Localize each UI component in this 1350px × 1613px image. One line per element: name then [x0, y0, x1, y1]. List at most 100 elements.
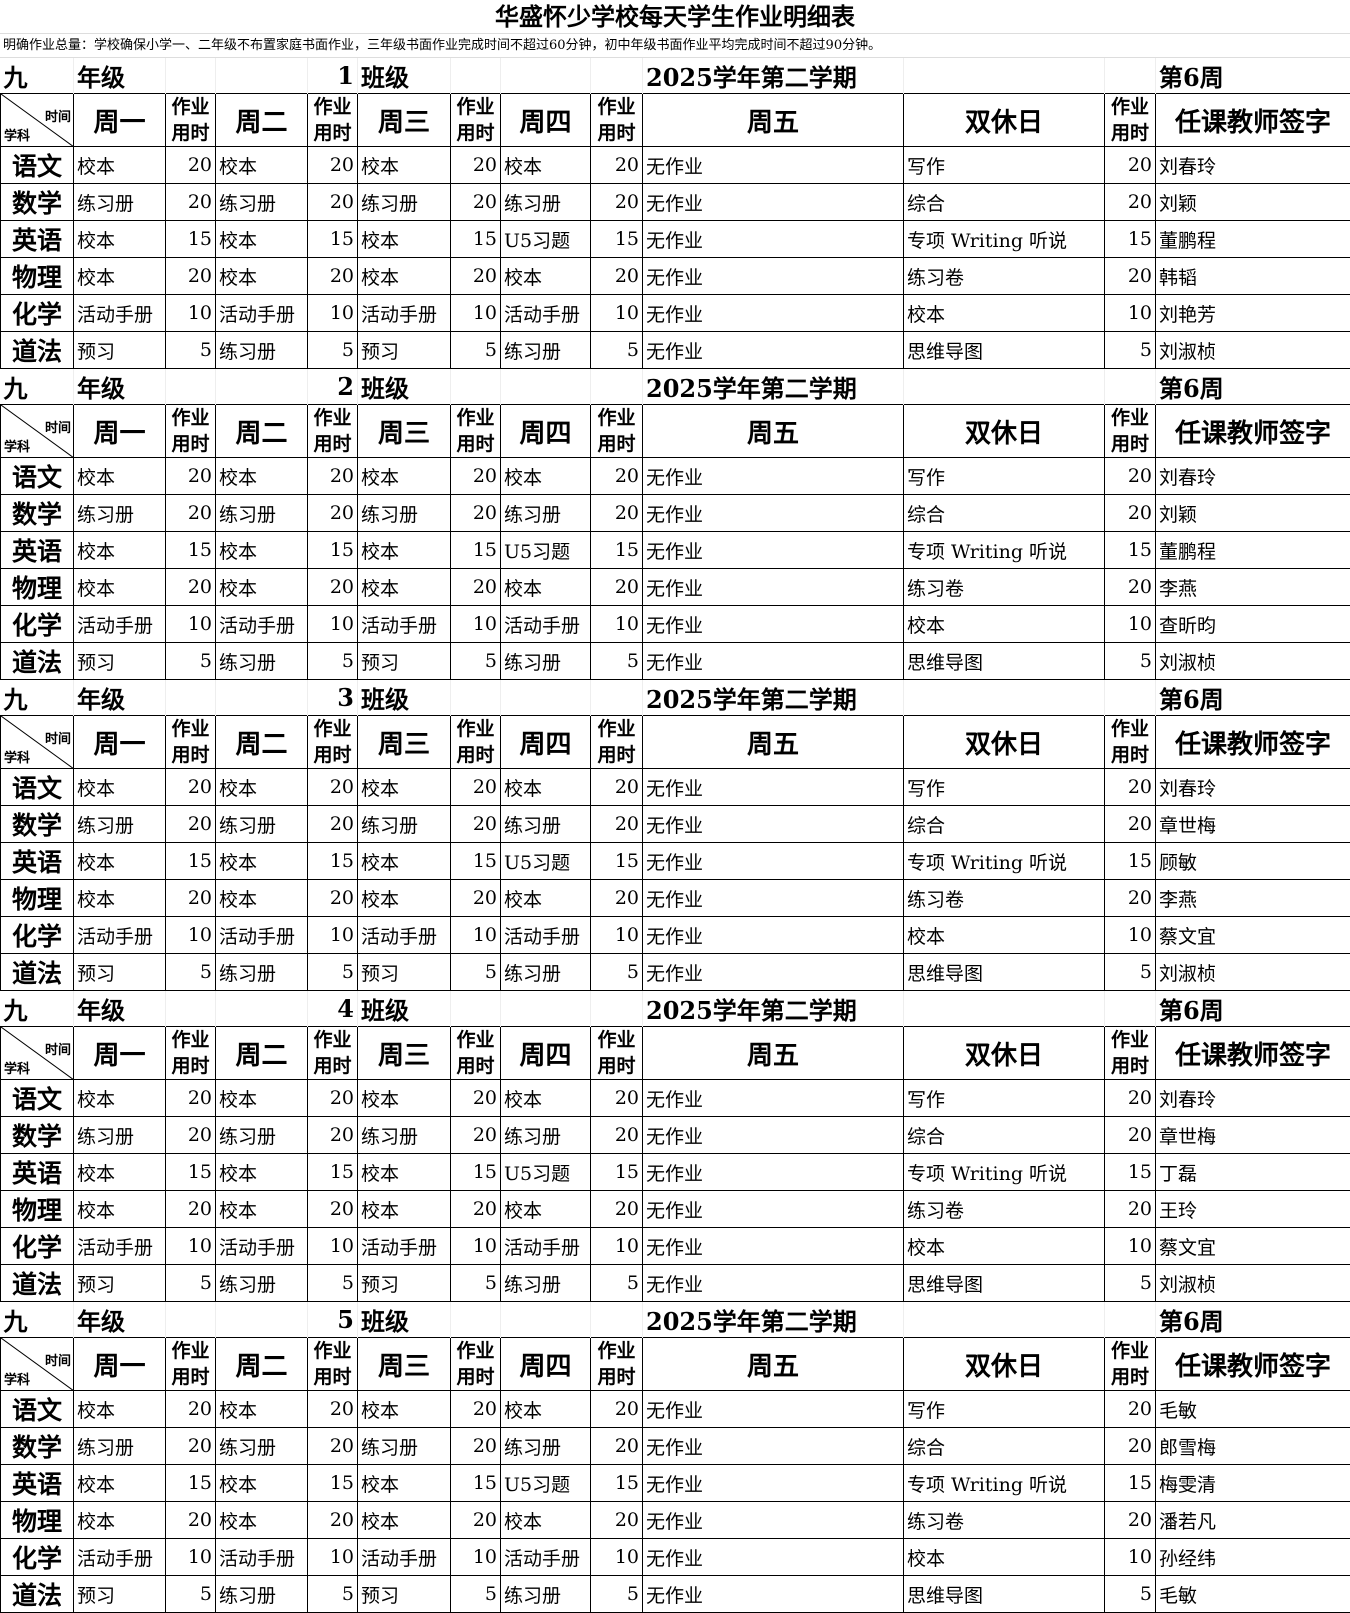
cell-weekend-time[interactable]: 20	[1105, 1080, 1156, 1117]
cell-teacher[interactable]: 董鹏程	[1156, 532, 1350, 569]
cell-tue[interactable]: 校本	[216, 1191, 308, 1228]
cell-fri[interactable]: 无作业	[643, 1080, 904, 1117]
cell-mon-time[interactable]: 10	[166, 1539, 216, 1576]
cell-subject[interactable]: 道法	[1, 643, 74, 680]
cell-subject[interactable]: 数学	[1, 1428, 74, 1465]
cell-weekend[interactable]: 专项 Writing 听说	[904, 843, 1105, 880]
cell-thu[interactable]: 活动手册	[501, 1539, 591, 1576]
cell-wed[interactable]: 校本	[358, 458, 451, 495]
cell-subject[interactable]: 道法	[1, 954, 74, 991]
cell-teacher[interactable]: 刘淑桢	[1156, 643, 1350, 680]
cell-subject[interactable]: 道法	[1, 1265, 74, 1302]
cell-weekend-time[interactable]: 10	[1105, 1228, 1156, 1265]
cell-weekend[interactable]: 校本	[904, 606, 1105, 643]
cell-weekend-time[interactable]: 15	[1105, 221, 1156, 258]
cell-mon-time[interactable]: 5	[166, 1576, 216, 1613]
cell-tue[interactable]: 活动手册	[216, 1228, 308, 1265]
cell-fri[interactable]: 无作业	[643, 954, 904, 991]
cell-tue-time[interactable]: 5	[308, 954, 358, 991]
cell-tue-time[interactable]: 15	[308, 1154, 358, 1191]
cell-weekend[interactable]: 练习卷	[904, 258, 1105, 295]
cell-thu-time[interactable]: 5	[591, 954, 643, 991]
cell-thu[interactable]: 校本	[501, 880, 591, 917]
cell-tue-time[interactable]: 20	[308, 147, 358, 184]
cell-fri[interactable]: 无作业	[643, 295, 904, 332]
cell-tue-time[interactable]: 20	[308, 880, 358, 917]
cell-tue-time[interactable]: 15	[308, 843, 358, 880]
cell-fri[interactable]: 无作业	[643, 917, 904, 954]
cell-tue[interactable]: 校本	[216, 1154, 308, 1191]
cell-tue-time[interactable]: 5	[308, 332, 358, 369]
cell-tue-time[interactable]: 20	[308, 458, 358, 495]
cell-wed-time[interactable]: 10	[451, 1539, 501, 1576]
cell-weekend[interactable]: 思维导图	[904, 954, 1105, 991]
cell-mon[interactable]: 预习	[74, 1265, 166, 1302]
cell-tue[interactable]: 活动手册	[216, 606, 308, 643]
cell-tue-time[interactable]: 20	[308, 1502, 358, 1539]
cell-thu[interactable]: 校本	[501, 1502, 591, 1539]
cell-mon[interactable]: 活动手册	[74, 917, 166, 954]
cell-weekend[interactable]: 专项 Writing 听说	[904, 221, 1105, 258]
cell-mon[interactable]: 活动手册	[74, 606, 166, 643]
cell-tue[interactable]: 练习册	[216, 332, 308, 369]
cell-weekend[interactable]: 综合	[904, 1117, 1105, 1154]
cell-tue[interactable]: 活动手册	[216, 1539, 308, 1576]
cell-mon-time[interactable]: 20	[166, 1117, 216, 1154]
cell-mon[interactable]: 校本	[74, 1391, 166, 1428]
cell-teacher[interactable]: 刘春玲	[1156, 458, 1350, 495]
cell-fri[interactable]: 无作业	[643, 221, 904, 258]
cell-mon-time[interactable]: 10	[166, 917, 216, 954]
cell-fri[interactable]: 无作业	[643, 1154, 904, 1191]
cell-wed[interactable]: 练习册	[358, 1117, 451, 1154]
cell-weekend-time[interactable]: 20	[1105, 258, 1156, 295]
cell-tue-time[interactable]: 20	[308, 495, 358, 532]
cell-fri[interactable]: 无作业	[643, 1391, 904, 1428]
cell-fri[interactable]: 无作业	[643, 643, 904, 680]
cell-wed[interactable]: 预习	[358, 643, 451, 680]
cell-thu-time[interactable]: 20	[591, 147, 643, 184]
cell-wed-time[interactable]: 20	[451, 880, 501, 917]
cell-teacher[interactable]: 梅雯清	[1156, 1465, 1350, 1502]
cell-tue[interactable]: 校本	[216, 532, 308, 569]
cell-weekend-time[interactable]: 5	[1105, 332, 1156, 369]
cell-wed[interactable]: 活动手册	[358, 295, 451, 332]
cell-fri[interactable]: 无作业	[643, 1228, 904, 1265]
cell-wed-time[interactable]: 15	[451, 532, 501, 569]
cell-tue-time[interactable]: 10	[308, 917, 358, 954]
cell-thu-time[interactable]: 10	[591, 917, 643, 954]
cell-subject[interactable]: 语文	[1, 147, 74, 184]
cell-fri[interactable]: 无作业	[643, 1539, 904, 1576]
cell-thu[interactable]: 校本	[501, 147, 591, 184]
cell-weekend-time[interactable]: 20	[1105, 880, 1156, 917]
cell-weekend[interactable]: 写作	[904, 1080, 1105, 1117]
cell-tue-time[interactable]: 20	[308, 1191, 358, 1228]
cell-weekend[interactable]: 思维导图	[904, 643, 1105, 680]
cell-mon[interactable]: 校本	[74, 769, 166, 806]
cell-thu-time[interactable]: 20	[591, 1391, 643, 1428]
cell-wed[interactable]: 预习	[358, 1265, 451, 1302]
cell-mon[interactable]: 校本	[74, 569, 166, 606]
cell-fri[interactable]: 无作业	[643, 569, 904, 606]
cell-weekend-time[interactable]: 20	[1105, 1117, 1156, 1154]
cell-wed-time[interactable]: 5	[451, 1265, 501, 1302]
cell-thu-time[interactable]: 20	[591, 184, 643, 221]
cell-thu[interactable]: 练习册	[501, 1428, 591, 1465]
cell-tue-time[interactable]: 5	[308, 1265, 358, 1302]
cell-wed-time[interactable]: 15	[451, 843, 501, 880]
cell-mon[interactable]: 校本	[74, 1191, 166, 1228]
cell-thu-time[interactable]: 20	[591, 569, 643, 606]
cell-thu-time[interactable]: 15	[591, 221, 643, 258]
cell-tue-time[interactable]: 10	[308, 1228, 358, 1265]
cell-mon[interactable]: 校本	[74, 458, 166, 495]
cell-mon-time[interactable]: 20	[166, 147, 216, 184]
cell-tue-time[interactable]: 10	[308, 295, 358, 332]
cell-thu[interactable]: 校本	[501, 258, 591, 295]
cell-subject[interactable]: 语文	[1, 1391, 74, 1428]
cell-tue-time[interactable]: 10	[308, 1539, 358, 1576]
cell-teacher[interactable]: 丁磊	[1156, 1154, 1350, 1191]
cell-mon[interactable]: 预习	[74, 954, 166, 991]
cell-weekend[interactable]: 综合	[904, 806, 1105, 843]
cell-thu-time[interactable]: 15	[591, 532, 643, 569]
cell-subject[interactable]: 物理	[1, 880, 74, 917]
cell-weekend-time[interactable]: 20	[1105, 1502, 1156, 1539]
